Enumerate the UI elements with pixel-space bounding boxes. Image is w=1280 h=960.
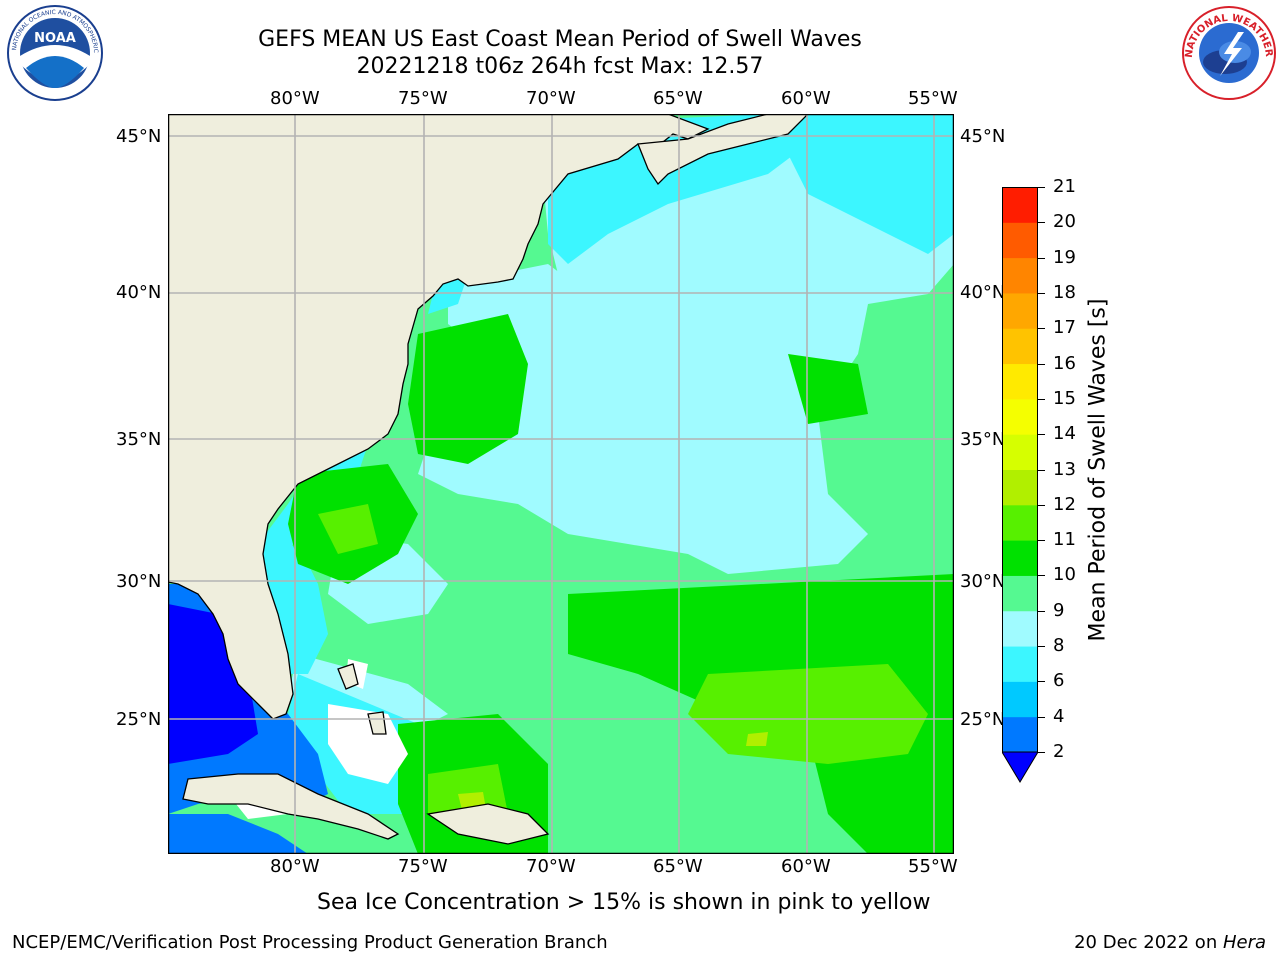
footer-date: 20 Dec 2022 on Hera — [1074, 932, 1266, 953]
colorbar-tick-label: 11 — [1053, 529, 1076, 551]
colorbar-swatch — [1002, 257, 1038, 294]
sea-ice-caption: Sea Ice Concentration > 15% is shown in … — [317, 890, 931, 915]
colorbar-swatch — [1002, 469, 1038, 506]
colorbar-tick-label: 12 — [1053, 493, 1076, 515]
gulf-region — [168, 584, 328, 854]
lat-label-left: 30°N — [116, 571, 162, 592]
colorbar-tick-label: 21 — [1053, 176, 1076, 197]
colorbar-swatch — [1002, 540, 1038, 576]
colorbar-tick-label: 17 — [1053, 317, 1076, 339]
lat-label-right: 40°N — [960, 282, 1006, 303]
colorbar-tick-label: 14 — [1053, 423, 1076, 445]
lat-label-right: 45°N — [960, 126, 1006, 147]
lon-label-top: 70°W — [526, 88, 576, 109]
colorbar-tick-mark — [1038, 575, 1045, 577]
colorbar-tick-label: 13 — [1053, 458, 1076, 480]
colorbar-swatch — [1002, 434, 1038, 470]
colorbar-tick-mark — [1038, 222, 1045, 224]
lat-label-left: 45°N — [116, 126, 162, 147]
swell-period-map — [167, 113, 955, 855]
colorbar-tick-mark — [1038, 398, 1045, 400]
colorbar-swatch — [1002, 222, 1038, 259]
colorbar-tick-label: 8 — [1053, 635, 1065, 657]
colorbar-swatch — [1002, 610, 1038, 647]
colorbar-tick-mark — [1038, 292, 1045, 294]
noaa-logo: NOAA NATIONAL OCEANIC AND ATMOSPHERIC AD… — [3, 0, 104, 102]
lon-label-bottom: 80°W — [270, 856, 320, 877]
land-masses — [168, 114, 809, 845]
colorbar-tick-mark — [1038, 504, 1045, 506]
lat-label-left: 35°N — [116, 429, 162, 450]
lon-label-top: 60°W — [781, 88, 831, 109]
map-canvas — [167, 113, 955, 855]
colorbar-swatch — [1002, 646, 1038, 682]
lon-label-bottom: 70°W — [526, 856, 576, 877]
colorbar-tick-mark — [1038, 328, 1045, 330]
colorbar-tick-label: 15 — [1053, 387, 1076, 409]
colorbar-tick-mark — [1038, 681, 1045, 683]
colorbar-swatch — [1002, 398, 1038, 435]
colorbar-swatches — [1001, 187, 1039, 783]
colorbar-swatch — [1002, 292, 1038, 329]
colorbar-tick-label: 9 — [1053, 599, 1065, 621]
colorbar-tick-mark — [1038, 469, 1045, 471]
lat-label-right: 35°N — [960, 429, 1006, 450]
colorbar-tick-label: 19 — [1053, 246, 1076, 268]
colorbar-tick-mark — [1038, 752, 1045, 753]
lon-label-top: 55°W — [908, 88, 958, 109]
colorbar-swatch — [1002, 363, 1038, 400]
colorbar-swatch — [1002, 328, 1038, 365]
colorbar-swatch — [1002, 681, 1038, 718]
colorbar-swatch — [1002, 575, 1038, 612]
footer-date-text: 20 Dec 2022 on — [1074, 932, 1223, 953]
colorbar-tick-label: 20 — [1053, 211, 1076, 233]
colorbar-swatch — [1002, 716, 1038, 753]
colorbar-label: Mean Period of Swell Waves [s] — [1085, 298, 1111, 642]
lat-label-left: 40°N — [116, 282, 162, 303]
nws-logo: NATIONAL WEATHER SERVICE — [1176, 0, 1278, 102]
footer-credit: NCEP/EMC/Verification Post Processing Pr… — [12, 932, 608, 953]
graticule — [168, 114, 954, 854]
lon-label-bottom: 60°W — [781, 856, 831, 877]
colorbar-tick-label: 18 — [1053, 281, 1076, 303]
colorbar-outline — [1002, 187, 1038, 753]
lon-label-bottom: 75°W — [398, 856, 448, 877]
colorbar-tick-mark — [1038, 540, 1045, 542]
colorbar-under-triangle — [1001, 751, 1039, 783]
colorbar-tick-mark — [1038, 363, 1045, 365]
map-subtitle: 20221218 t06z 264h fcst Max: 12.57 — [356, 54, 764, 79]
colorbar-swatch — [1002, 504, 1038, 541]
lon-label-top: 75°W — [398, 88, 448, 109]
colorbar-tick-label: 4 — [1053, 705, 1065, 727]
colorbar-tick-mark — [1038, 434, 1045, 436]
lon-label-top: 65°W — [653, 88, 703, 109]
svg-text:NOAA: NOAA — [34, 31, 76, 46]
lat-label-left: 25°N — [116, 709, 162, 730]
lat-label-right: 25°N — [960, 709, 1006, 730]
colorbar-tick-mark — [1038, 646, 1045, 648]
lon-label-top: 80°W — [270, 88, 320, 109]
colorbar-tick-label: 16 — [1053, 352, 1076, 374]
colorbar-tick-mark — [1038, 716, 1045, 718]
colorbar — [1001, 187, 1039, 783]
lon-label-bottom: 55°W — [908, 856, 958, 877]
footer-host: Hera — [1222, 932, 1266, 953]
lon-label-bottom: 65°W — [653, 856, 703, 877]
colorbar-tick-label: 10 — [1053, 564, 1076, 586]
lat-label-right: 30°N — [960, 571, 1006, 592]
colorbar-tick-mark — [1038, 610, 1045, 612]
colorbar-tick-label: 2 — [1053, 741, 1065, 762]
colorbar-tick-mark — [1038, 187, 1045, 188]
colorbar-tick-mark — [1038, 257, 1045, 259]
map-title: GEFS MEAN US East Coast Mean Period of S… — [258, 27, 862, 52]
colorbar-swatch — [1002, 187, 1038, 223]
colorbar-tick-label: 6 — [1053, 670, 1065, 692]
